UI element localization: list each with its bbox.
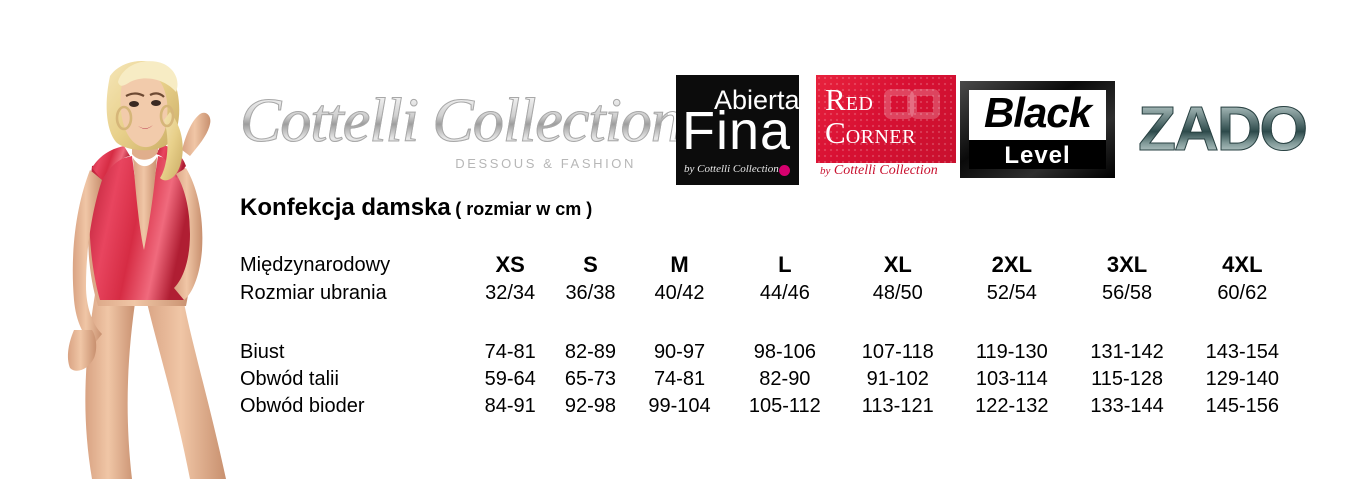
page-title-sub: ( rozmiar w cm ) <box>455 199 593 219</box>
red-cap: R <box>825 82 846 117</box>
table-cell: 99-104 <box>648 395 711 417</box>
black-level-line2: Level <box>1004 141 1071 169</box>
size-column-header: XL <box>883 252 912 277</box>
size-column-header: 2XL <box>991 252 1033 277</box>
size-column-header: 4XL <box>1222 252 1263 277</box>
table-cell: 74-81 <box>653 368 706 390</box>
table-cell: 113-121 <box>861 395 934 417</box>
size-column-header: S <box>583 252 598 277</box>
table-row-label: Rozmiar ubrania <box>240 282 387 304</box>
table-cell: 82-90 <box>759 368 811 390</box>
size-chart-table: Międzynarodowy XS S M L XL 2XL 3XL 4XL Rozmiar ub… <box>240 250 1300 420</box>
red-corner-logo: RED CORNER by Cottelli Collection <box>816 75 956 185</box>
table-cell: 119-130 <box>975 341 1048 363</box>
table-spacer-cell <box>240 307 1300 339</box>
table-cell: 92-98 <box>564 395 617 417</box>
size-chart-body: Międzynarodowy XS S M L XL 2XL 3XL 4XL Rozmiar ub… <box>240 250 1300 420</box>
black-level-bar <box>969 140 1106 169</box>
table-row: Obwód talii 59-64 65-73 74-81 82-90 91-102 103… <box>240 366 1300 393</box>
corner-rest: ORNER <box>845 126 916 148</box>
magenta-dot-icon <box>779 165 790 176</box>
table-cell: 98-106 <box>753 341 816 363</box>
table-cell: 90-97 <box>653 341 706 363</box>
table-cell: 143-154 <box>1205 341 1280 363</box>
table-cell: 74-81 <box>484 341 536 363</box>
table-row-label: Obwód talii <box>240 368 339 390</box>
table-row-label: Obwód bioder <box>240 395 365 417</box>
table-cell: 115-128 <box>1091 368 1164 390</box>
table-cell: 105-112 <box>748 395 821 417</box>
table-cell: 103-114 <box>975 368 1048 390</box>
red-corner-word-red: RED <box>825 84 873 115</box>
table-row: Biust 74-81 82-89 90-97 98-106 107-118 119-130… <box>240 339 1300 366</box>
table-row: Obwód bioder 84-91 92-98 99-104 105-112 113-1… <box>240 393 1300 420</box>
table-header-label: Międzynarodowy <box>240 253 391 276</box>
abierta-fina-logo: Abierta Fina by Cottelli Collection <box>676 75 799 185</box>
red-corner-byline-brand: Cottelli Collection <box>833 163 938 178</box>
brand-logo-strip: Cottelli Collection DESSOUS & FASHION Ab… <box>236 68 1326 186</box>
cottelli-logo-tagline: DESSOUS & FASHION <box>455 156 636 171</box>
size-column-header: L <box>778 252 792 277</box>
table-spacer-row <box>240 307 1300 339</box>
table-cell: 84-91 <box>484 395 536 417</box>
table-cell: 40/42 <box>654 282 705 304</box>
table-cell: 52/54 <box>986 282 1037 304</box>
size-column-header: XS <box>495 252 525 277</box>
table-cell: 32/34 <box>485 282 536 304</box>
table-cell: 145-156 <box>1205 395 1280 417</box>
cottelli-collection-logo: Cottelli Collection DESSOUS & FASHION <box>240 87 683 186</box>
handcuffs-icon <box>884 89 946 123</box>
table-cell: 129-140 <box>1205 368 1280 390</box>
cottelli-logo-text: Cottelli Collection <box>240 87 683 155</box>
zado-logo-text: ZADO <box>1122 90 1322 170</box>
abierta-fina-line1: Abierta <box>714 85 799 115</box>
corner-cap: C <box>825 115 846 150</box>
page-title-main: Konfekcja damska <box>240 194 451 221</box>
table-cell: 133-144 <box>1090 395 1164 417</box>
page-title: Konfekcja damska ( rozmiar w cm ) <box>240 194 592 222</box>
table-row: Rozmiar ubrania 32/34 36/38 40/42 44/46 48/50… <box>240 280 1300 307</box>
red-corner-byline-pre: by <box>820 165 831 177</box>
table-cell: 59-64 <box>484 368 536 390</box>
table-cell: 60/62 <box>1217 282 1268 304</box>
black-level-line1: Black <box>983 90 1092 136</box>
table-cell: 91-102 <box>866 368 929 390</box>
table-cell: 56/58 <box>1102 282 1153 304</box>
table-cell: 107-118 <box>861 341 934 363</box>
black-level-logo: Black Level <box>960 81 1115 178</box>
abierta-fina-line2: Fina <box>682 101 792 161</box>
red-corner-byline: by Cottelli Collection <box>820 163 938 179</box>
table-cell: 65-73 <box>564 368 617 390</box>
red-corner-word-corner: CORNER <box>825 117 916 148</box>
table-cell: 122-132 <box>975 395 1049 417</box>
table-row-label: Biust <box>240 341 285 363</box>
table-cell: 82-89 <box>564 341 617 363</box>
table-header-row: Międzynarodowy XS S M L XL 2XL 3XL 4XL <box>240 250 1300 280</box>
size-column-header: 3XL <box>1106 252 1148 277</box>
table-cell: 44/46 <box>759 282 810 304</box>
red-corner-box: RED CORNER <box>816 75 956 163</box>
zado-logo: ZADO <box>1122 90 1322 170</box>
black-level-inner: Black Level <box>969 90 1106 169</box>
table-cell: 48/50 <box>872 282 923 304</box>
model-photo <box>40 38 245 479</box>
size-column-header: M <box>670 252 689 277</box>
table-cell: 131-142 <box>1090 341 1164 363</box>
table-cell: 36/38 <box>565 282 616 304</box>
red-rest: ED <box>845 93 874 115</box>
abierta-fina-byline: by Cottelli Collection <box>684 163 779 175</box>
